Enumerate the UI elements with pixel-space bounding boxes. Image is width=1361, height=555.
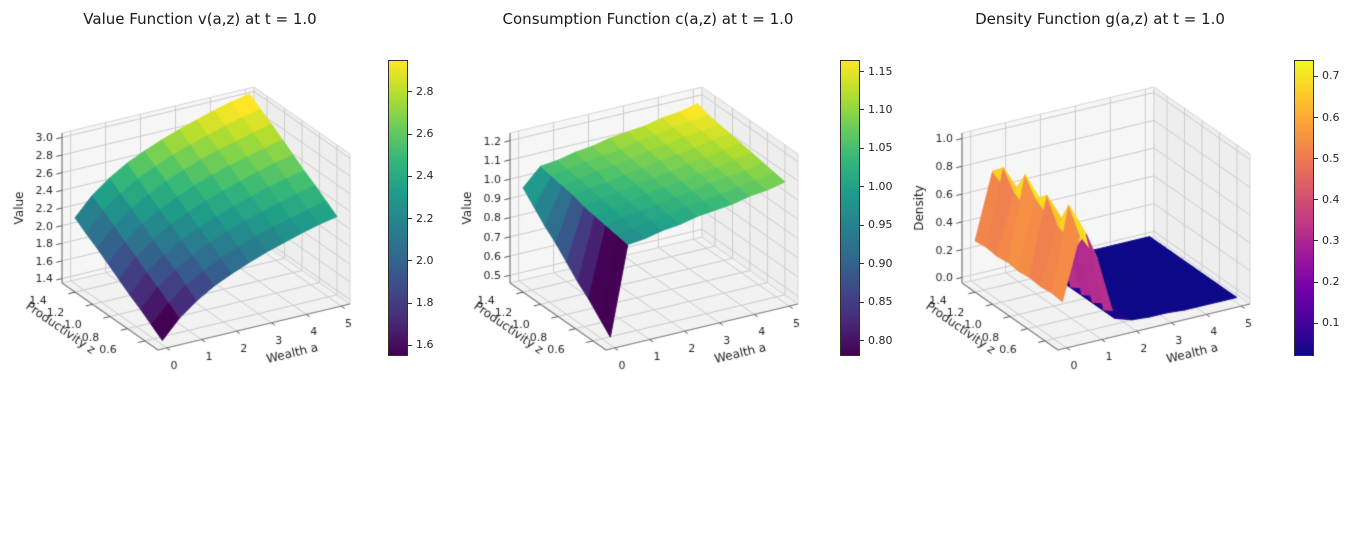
colorbar-tick-mark bbox=[408, 302, 412, 304]
consumption-colorbar: 0.80 0.85 0.90 0.95 1.00 1.05 1.10 1.15 bbox=[840, 60, 910, 356]
colorbar-tick-label: 0.90 bbox=[868, 256, 893, 270]
colorbar-tick-mark bbox=[1314, 158, 1318, 160]
colorbar-tick-label: 2.8 bbox=[416, 84, 434, 98]
colorbar-tick-label: 0.1 bbox=[1322, 316, 1340, 330]
colorbar-tick-mark bbox=[408, 218, 412, 220]
colorbar-tick-mark bbox=[860, 263, 864, 265]
colorbar-tick-mark bbox=[860, 340, 864, 342]
colorbar-tick-mark bbox=[408, 175, 412, 177]
colorbar-tick-label: 1.15 bbox=[868, 64, 893, 78]
colorbar-tick-mark bbox=[860, 224, 864, 226]
colorbar-tick-label: 1.10 bbox=[868, 102, 893, 116]
colorbar-tick-mark bbox=[860, 109, 864, 111]
colorbar-tick-label: 1.6 bbox=[416, 338, 434, 352]
colorbar-tick-label: 1.00 bbox=[868, 179, 893, 193]
consumption-function-surface-plot bbox=[448, 30, 878, 430]
density-function-surface-plot bbox=[900, 30, 1330, 430]
colorbar-tick-label: 0.85 bbox=[868, 295, 893, 309]
colorbar-tick-label: 0.6 bbox=[1322, 110, 1340, 124]
plot-title: Consumption Function c(a,z) at t = 1.0 bbox=[502, 10, 794, 28]
colorbar-tick-mark bbox=[1314, 281, 1318, 283]
colorbar-tick-label: 0.7 bbox=[1322, 69, 1340, 83]
colorbar-tick-mark bbox=[860, 186, 864, 188]
value-colorbar: 1.6 1.8 2.0 2.2 2.4 2.6 2.8 bbox=[388, 60, 458, 356]
colorbar-tick-mark bbox=[860, 301, 864, 303]
colorbar-tick-label: 0.80 bbox=[868, 333, 893, 347]
colorbar-tick-label: 0.3 bbox=[1322, 233, 1340, 247]
value-function-surface-plot bbox=[0, 30, 430, 430]
colorbar-gradient bbox=[388, 60, 408, 356]
density-colorbar: 0.1 0.2 0.3 0.4 0.5 0.6 0.7 bbox=[1294, 60, 1361, 356]
colorbar-tick-label: 0.4 bbox=[1322, 192, 1340, 206]
colorbar-tick-mark bbox=[860, 147, 864, 149]
colorbar-gradient bbox=[840, 60, 860, 356]
colorbar-tick-mark bbox=[1314, 322, 1318, 324]
colorbar-tick-mark bbox=[1314, 75, 1318, 77]
colorbar-tick-label: 2.0 bbox=[416, 253, 434, 267]
colorbar-tick-label: 2.6 bbox=[416, 127, 434, 140]
colorbar-tick-mark bbox=[408, 91, 412, 93]
colorbar-tick-label: 0.5 bbox=[1322, 151, 1340, 165]
colorbar-tick-mark bbox=[1314, 117, 1318, 119]
colorbar-tick-mark bbox=[1314, 240, 1318, 242]
colorbar-tick-mark bbox=[408, 260, 412, 262]
colorbar-tick-mark bbox=[1314, 199, 1318, 201]
plot-title: Density Function g(a,z) at t = 1.0 bbox=[975, 10, 1225, 28]
colorbar-tick-mark bbox=[408, 133, 412, 135]
colorbar-tick-label: 2.4 bbox=[416, 169, 434, 183]
colorbar-tick-label: 0.2 bbox=[1322, 275, 1340, 288]
colorbar-tick-label: 1.8 bbox=[416, 296, 434, 310]
colorbar-tick-mark bbox=[860, 71, 864, 73]
colorbar-tick-label: 0.95 bbox=[868, 218, 893, 232]
colorbar-tick-mark bbox=[408, 344, 412, 346]
colorbar-tick-label: 2.2 bbox=[416, 211, 434, 225]
plot-title: Value Function v(a,z) at t = 1.0 bbox=[83, 10, 317, 28]
colorbar-gradient bbox=[1294, 60, 1314, 356]
colorbar-tick-label: 1.05 bbox=[868, 141, 893, 155]
